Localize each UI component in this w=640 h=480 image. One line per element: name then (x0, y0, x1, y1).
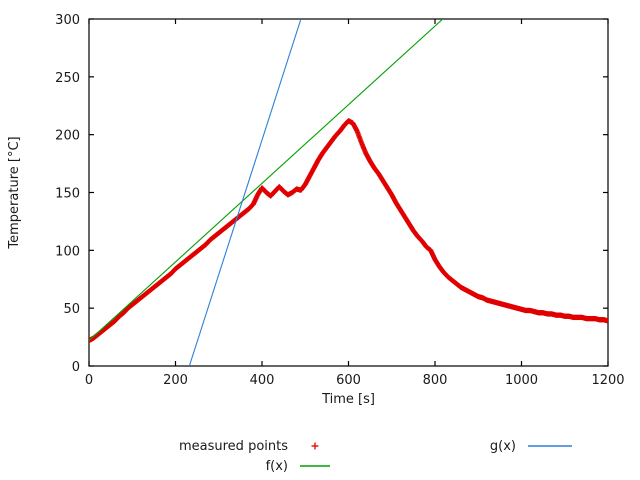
series-g-x- (188, 19, 302, 366)
legend-label-g-x-: g(x) (490, 439, 516, 454)
y-tick-label: 100 (55, 244, 80, 259)
x-tick-label: 1000 (505, 373, 538, 388)
y-axis-label: Temperature [°C] (7, 136, 22, 249)
x-tick-label: 0 (85, 373, 93, 388)
x-axis-ticks: 0 200 400 600 800 1000 1200 (85, 19, 625, 388)
legend-marker-plus-icon (311, 442, 319, 450)
series-f-x- (89, 19, 444, 341)
fit-line (188, 19, 302, 366)
x-tick-label: 200 (163, 373, 188, 388)
legend-label-measured-points: measured points (179, 439, 288, 454)
y-tick-label: 50 (63, 302, 80, 317)
y-tick-label: 200 (55, 129, 80, 144)
fit-line (89, 19, 444, 341)
x-axis-label: Time [s] (321, 392, 375, 407)
chart-legend: measured points f(x) g(x) (179, 439, 572, 474)
y-tick-label: 250 (55, 71, 80, 86)
x-tick-label: 800 (423, 373, 448, 388)
x-tick-label: 1200 (591, 373, 624, 388)
y-tick-label: 0 (72, 360, 80, 375)
y-tick-label: 150 (55, 187, 80, 202)
measured-point (605, 318, 608, 324)
series-measured-points (89, 118, 608, 344)
y-axis-ticks: 0 50 100 150 200 250 300 (55, 13, 608, 375)
x-tick-label: 400 (250, 373, 275, 388)
data-series (89, 19, 608, 366)
x-tick-label: 600 (336, 373, 361, 388)
legend-label-f-x-: f(x) (266, 459, 288, 474)
y-tick-label: 300 (55, 13, 80, 28)
